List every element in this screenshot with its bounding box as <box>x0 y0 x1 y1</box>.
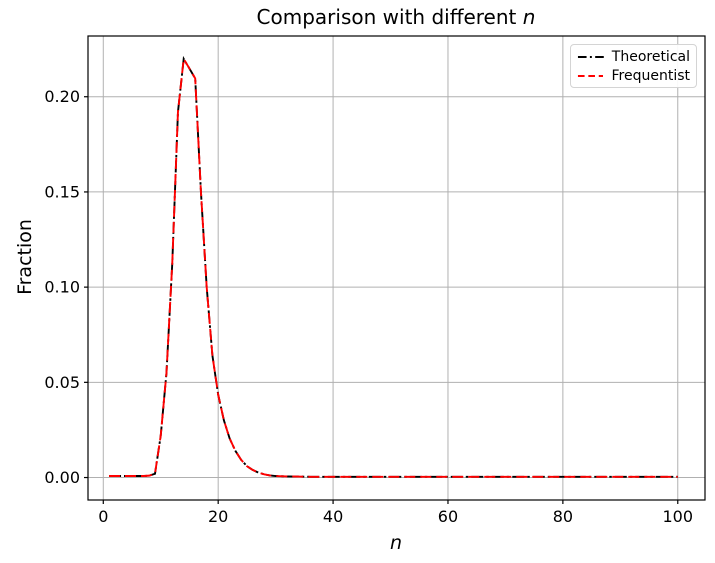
y-tick-label: 0.15 <box>44 182 80 201</box>
x-tick-label: 100 <box>662 507 693 526</box>
legend: Theoretical Frequentist <box>570 44 697 88</box>
y-tick-label: 0.20 <box>44 87 80 106</box>
y-tick-label: 0.00 <box>44 468 80 487</box>
frequentist-line-sample-icon <box>577 74 604 77</box>
y-tick-label: 0.05 <box>44 373 80 392</box>
theoretical-line <box>109 55 678 478</box>
theoretical-line-sample-icon <box>577 55 604 58</box>
x-tick-label: 80 <box>553 507 573 526</box>
y-tick-label: 0.10 <box>44 278 80 297</box>
axes-spines <box>87 35 706 501</box>
x-tick-label: 20 <box>208 507 228 526</box>
legend-item-theoretical: Theoretical <box>577 47 690 66</box>
grid-layer <box>88 36 705 500</box>
tick-layer <box>84 96 679 504</box>
legend-label-frequentist: Frequentist <box>611 67 690 84</box>
legend-label-theoretical: Theoretical <box>611 48 690 65</box>
x-axis-label: n <box>390 532 402 554</box>
chart-title: Comparison with different n <box>257 5 536 29</box>
x-tick-label: 60 <box>438 507 458 526</box>
frequentist-line <box>109 55 678 478</box>
tick-label-layer: 0 20 40 60 80 100 0.00 0.05 0.10 0.15 0.20 <box>44 87 693 526</box>
x-tick-label: 40 <box>323 507 343 526</box>
legend-item-frequentist: Frequentist <box>577 66 690 85</box>
series-layer <box>109 55 678 478</box>
x-tick-label: 0 <box>98 507 108 526</box>
y-axis-label: Fraction <box>14 219 36 295</box>
